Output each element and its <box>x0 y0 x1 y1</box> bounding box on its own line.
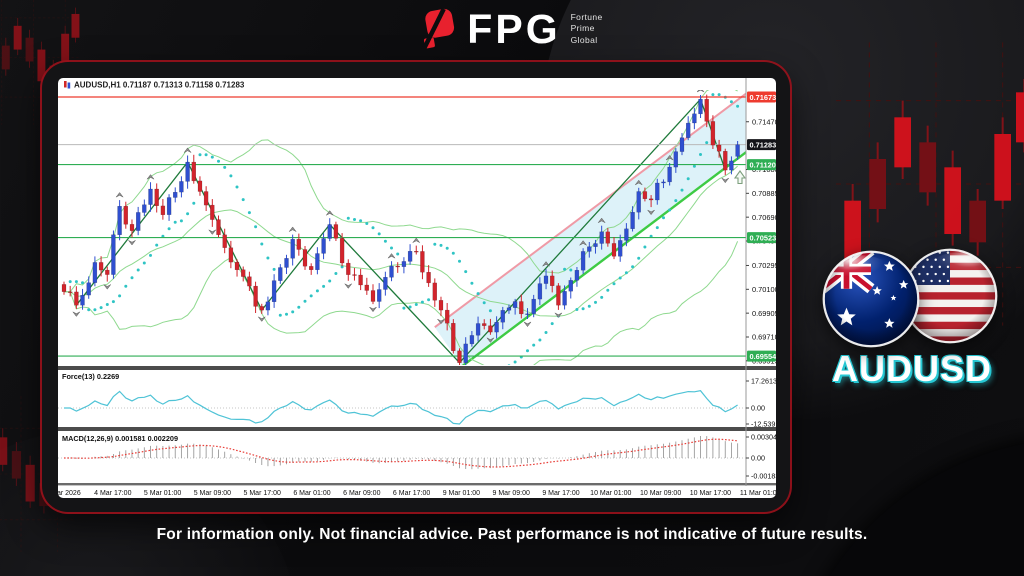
svg-text:0.69905: 0.69905 <box>752 309 776 318</box>
svg-text:10 Mar 01:00: 10 Mar 01:00 <box>590 490 631 497</box>
fractal-up-icon <box>115 192 124 198</box>
svg-text:10 Mar 09:00: 10 Mar 09:00 <box>640 490 681 497</box>
svg-text:-12.5391: -12.5391 <box>751 420 776 429</box>
svg-text:6 Mar 01:00: 6 Mar 01:00 <box>293 490 330 497</box>
fractal-up-icon <box>288 226 297 232</box>
macd-pane <box>64 436 739 470</box>
svg-text:0.003046: 0.003046 <box>751 433 776 442</box>
candles-layer <box>61 94 740 365</box>
pair-card: AUDUSD <box>818 248 1006 390</box>
time-axis: 4 Mar 2026 4 Mar 17:00 5 Mar 01:00 5 Mar 09… <box>58 490 776 497</box>
fractal-down-icon <box>128 240 136 246</box>
svg-text:0.70523: 0.70523 <box>750 233 777 242</box>
svg-text:5 Mar 17:00: 5 Mar 17:00 <box>244 490 281 497</box>
fractal-down-icon <box>344 283 352 289</box>
svg-text:5 Mar 09:00: 5 Mar 09:00 <box>194 490 231 497</box>
up-arrow-icon <box>733 170 746 185</box>
fractal-up-icon <box>696 90 705 93</box>
fractal-up-icon <box>412 237 420 243</box>
fractal-down-icon <box>647 209 655 216</box>
svg-text:9 Mar 09:00: 9 Mar 09:00 <box>493 490 530 497</box>
background-circle <box>782 438 1024 576</box>
svg-text:4 Mar 17:00: 4 Mar 17:00 <box>94 490 131 497</box>
fractal-up-icon <box>326 210 334 216</box>
svg-text:0.00: 0.00 <box>751 404 765 413</box>
svg-text:6 Mar 09:00: 6 Mar 09:00 <box>343 490 380 497</box>
svg-text:10 Mar 17:00: 10 Mar 17:00 <box>690 490 731 497</box>
svg-text:9 Mar 17:00: 9 Mar 17:00 <box>542 490 579 497</box>
svg-text:17.2613: 17.2613 <box>751 377 776 386</box>
svg-text:11 Mar 01:00: 11 Mar 01:00 <box>740 490 776 497</box>
brand-tagline-line: Fortune <box>570 12 603 23</box>
price-badge <box>747 350 776 362</box>
price-badge <box>747 232 776 244</box>
price-axis: 0.714700.710800.708850.706900.704950.702… <box>745 78 777 486</box>
svg-text:6 Mar 17:00: 6 Mar 17:00 <box>393 490 430 497</box>
australia-flag-icon <box>822 250 920 348</box>
fractal-down-icon <box>208 229 217 235</box>
price-badge <box>747 139 776 151</box>
svg-text:0.00: 0.00 <box>751 454 765 463</box>
svg-text:9 Mar 01:00: 9 Mar 01:00 <box>443 490 480 497</box>
svg-text:0.70295: 0.70295 <box>752 261 776 270</box>
chart-window-frame: 0.714700.710800.708850.706900.704950.702… <box>42 62 790 512</box>
fractal-down-icon <box>523 321 532 327</box>
fractal-up-icon <box>146 174 155 180</box>
pair-label: AUDUSD <box>831 348 992 389</box>
channel-fill <box>434 93 746 365</box>
channel-top-line <box>434 92 746 329</box>
main-pane <box>58 90 746 365</box>
brand-tagline-line: Global <box>570 34 598 45</box>
price-badge <box>747 91 776 103</box>
svg-text:5 Mar 01:00: 5 Mar 01:00 <box>144 490 181 497</box>
fractal-up-icon <box>579 240 587 246</box>
price-chart: 0.714700.710800.708850.706900.704950.702… <box>58 78 777 497</box>
fractal-down-icon <box>486 337 495 343</box>
fractal-down-icon <box>437 318 445 325</box>
brand-tagline-line: Prime <box>570 23 595 34</box>
svg-text:0.71283: 0.71283 <box>750 140 777 149</box>
price-badge <box>747 159 776 171</box>
svg-text:4 Mar 2026: 4 Mar 2026 <box>58 490 81 497</box>
brand-tagline: Fortune Prime Global <box>571 12 603 45</box>
force-label: Force(13) 0.2269 <box>62 372 119 381</box>
brand-mark-icon <box>421 8 455 50</box>
fractal-down-icon <box>258 316 266 322</box>
macd-label: MACD(12,26,9) 0.001581 0.002209 <box>62 434 178 443</box>
channel-bottom-line <box>461 150 746 365</box>
fractal-down-icon <box>554 312 563 318</box>
fractal-up-icon <box>635 179 643 186</box>
fractal-up-icon <box>183 147 192 153</box>
fractal-down-icon <box>369 306 377 313</box>
fractal-up-icon <box>387 253 396 259</box>
fractal-down-icon <box>721 177 729 184</box>
brand-name: FPG <box>467 5 561 52</box>
fractal-up-icon <box>597 217 606 223</box>
chart-title: AUDUSD,H1 0.71187 0.71313 0.71158 0.7128… <box>74 81 245 90</box>
fractal-up-icon <box>665 154 674 161</box>
fractal-down-icon <box>103 284 111 290</box>
chart-window: 0.714700.710800.708850.706900.704950.702… <box>58 78 776 498</box>
force-pane <box>64 390 738 425</box>
pane-labels: AUDUSD,H1 0.71187 0.71313 0.71158 0.7128… <box>62 81 245 444</box>
disclaimer-text: For information only. Not financial advi… <box>156 526 868 543</box>
svg-text:0.71120: 0.71120 <box>750 160 776 169</box>
svg-text:-0.001834: -0.001834 <box>751 472 776 481</box>
chart-symbol-icon <box>64 81 71 89</box>
svg-text:0.69554: 0.69554 <box>750 352 777 361</box>
fractal-down-icon <box>72 311 81 317</box>
fractal-up-icon <box>542 261 550 267</box>
svg-text:0.71673: 0.71673 <box>750 93 777 102</box>
brand-header: FPG Fortune Prime Global <box>0 8 1024 50</box>
svg-text:0.70885: 0.70885 <box>752 189 776 198</box>
